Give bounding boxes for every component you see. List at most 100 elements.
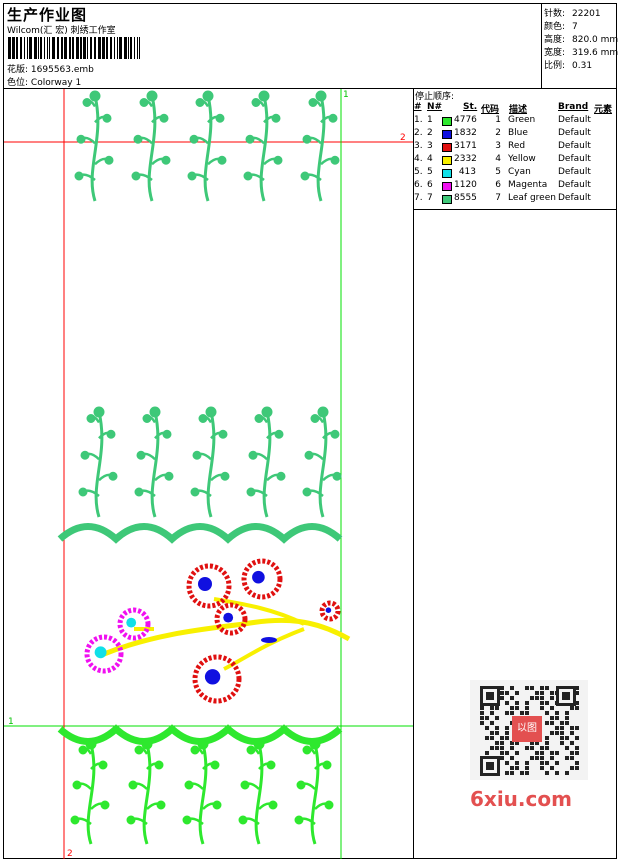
palette-header-code: 代码 [481, 105, 500, 115]
qr-module [550, 731, 554, 735]
qr-module [495, 741, 499, 745]
qr-module [570, 741, 574, 745]
qr-module [555, 711, 559, 715]
flower-red-4-outline [192, 654, 242, 704]
color-swatch [442, 143, 452, 152]
guide-label-h1: 1 [8, 717, 14, 727]
page-title: 生产作业图 [7, 6, 88, 24]
qr-module [540, 701, 544, 705]
palette-index: 4. [414, 154, 423, 164]
vine-bottom-1 [126, 738, 166, 845]
qr-module [550, 716, 554, 720]
qr-module [540, 696, 544, 700]
palette-header-brand: Brand [558, 102, 589, 112]
qr-module [565, 756, 569, 760]
qr-module [535, 751, 539, 755]
vine-bottom-4 [294, 738, 334, 845]
palette-desc: Red [508, 141, 526, 151]
qr-module [530, 696, 534, 700]
qr-module [480, 716, 484, 720]
bud-blue [261, 637, 277, 643]
qr-module [515, 741, 519, 745]
qr-module [575, 736, 579, 740]
qr-module [490, 746, 494, 750]
qr-module [575, 766, 579, 770]
qr-module [510, 706, 514, 710]
palette-code: 7 [495, 193, 501, 203]
palette-needle: 2 [427, 128, 433, 138]
qr-module [575, 751, 579, 755]
flower-red-2-center [252, 570, 265, 584]
qr-module [575, 686, 579, 690]
panel-separator [413, 88, 414, 859]
flower-magenta-2-center [126, 617, 137, 628]
qr-module [535, 756, 539, 760]
qr-module [505, 761, 509, 765]
palette-stitches: 1120 [454, 180, 477, 190]
palette-code: 3 [495, 141, 501, 151]
qr-module [570, 766, 574, 770]
qr-module [555, 751, 559, 755]
palette-brand: Default [558, 154, 591, 164]
qr-module [525, 706, 529, 710]
qr-module [490, 736, 494, 740]
qr-module [575, 701, 579, 705]
flower-magenta-1-center [94, 646, 107, 659]
palette-code: 5 [495, 167, 501, 177]
stem-lower [223, 627, 305, 671]
qr-module [490, 731, 494, 735]
qr-code: 以图 [470, 680, 588, 780]
qr-module [575, 691, 579, 695]
vine-top-0 [74, 90, 114, 202]
vine-bottom-0 [70, 738, 110, 845]
qr-module [575, 706, 579, 710]
qr-module [500, 696, 504, 700]
palette-desc: Magenta [508, 180, 548, 190]
palette-row: 7. 7 8555 7 Leaf green Default [413, 193, 617, 206]
qr-module [540, 706, 544, 710]
scallop-middle [57, 523, 343, 544]
vine-middle-0 [78, 406, 118, 518]
qr-module [550, 691, 554, 695]
qr-module [515, 706, 519, 710]
watermark-brand: 6xiu.com [470, 787, 572, 811]
qr-module [500, 691, 504, 695]
palette-needle: 4 [427, 154, 433, 164]
palette-brand: Default [558, 128, 591, 138]
qr-module [555, 731, 559, 735]
qr-module [545, 771, 549, 775]
palette-needle: 1 [427, 115, 433, 125]
qr-module [530, 686, 534, 690]
qr-module [495, 746, 499, 750]
qr-module [535, 691, 539, 695]
qr-module [540, 766, 544, 770]
qr-module [570, 726, 574, 730]
palette-index: 2. [414, 128, 423, 138]
palette-desc: Green [508, 115, 536, 125]
qr-module [525, 771, 529, 775]
qr-pattern [480, 686, 579, 776]
palette-header-stitches: St. [463, 102, 478, 112]
qr-module [575, 746, 579, 750]
vine-middle-2 [190, 406, 230, 518]
qr-module [545, 736, 549, 740]
qr-module [525, 686, 529, 690]
sheet-frame [3, 3, 617, 859]
qr-finder-core-1 [562, 692, 570, 700]
qr-module [495, 726, 499, 730]
palette-needle: 6 [427, 180, 433, 190]
qr-module [495, 706, 499, 710]
header-rule [3, 88, 617, 89]
qr-module [505, 736, 509, 740]
qr-module [560, 726, 564, 730]
qr-module [545, 761, 549, 765]
vine-middle-3 [246, 406, 286, 518]
qr-module [545, 746, 549, 750]
qr-module [570, 756, 574, 760]
vine-middle-4 [302, 406, 342, 518]
palette-desc: Cyan [508, 167, 531, 177]
qr-module [515, 766, 519, 770]
qr-module [565, 716, 569, 720]
qr-module [505, 691, 509, 695]
qr-module [490, 721, 494, 725]
